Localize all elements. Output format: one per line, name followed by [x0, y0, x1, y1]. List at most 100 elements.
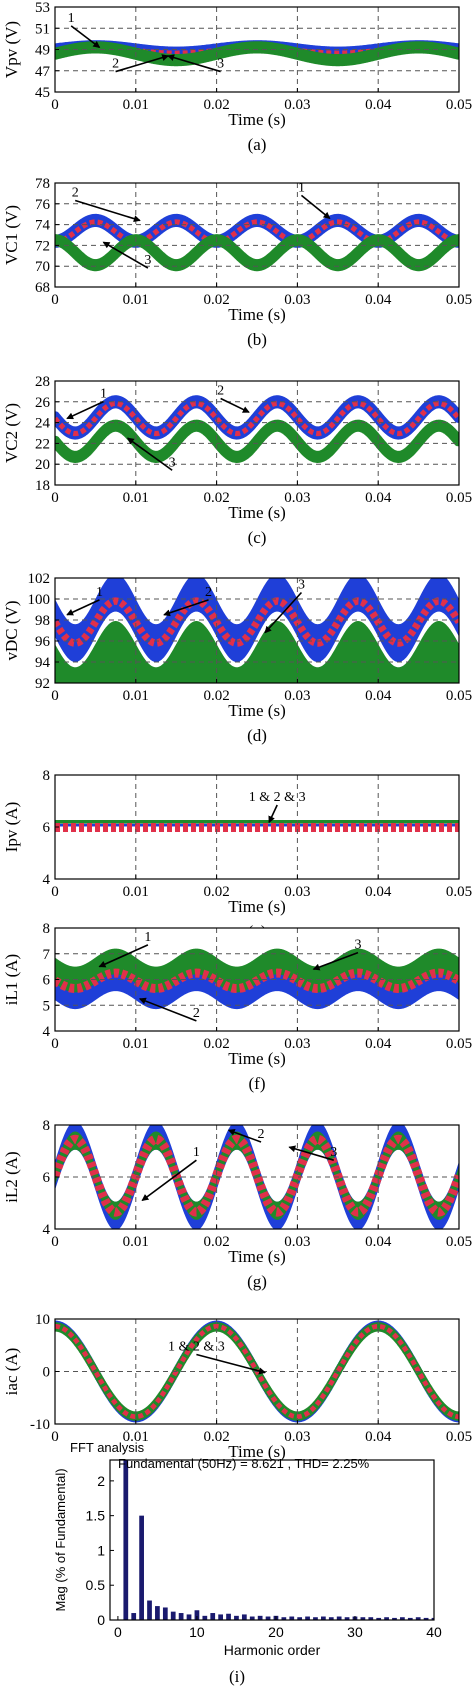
annotation-label: 1: [96, 585, 103, 600]
x-tick-label: 0.04: [365, 97, 392, 113]
y-tick-label: 8: [43, 768, 51, 784]
panel-caption: (b): [247, 330, 267, 349]
harmonic-bar: [178, 1613, 184, 1620]
annotation-label: 2: [205, 585, 212, 600]
x-tick-label: 0.01: [123, 884, 149, 900]
harmonic-bar: [407, 1617, 413, 1620]
harmonic-bar: [415, 1617, 421, 1620]
annotation-arrow: [227, 1128, 262, 1143]
annotation-arrow: [167, 54, 221, 73]
harmonic-bar: [241, 1614, 247, 1620]
harmonic-bar: [265, 1616, 271, 1620]
y-tick-label: 49: [35, 43, 50, 59]
series-line-2: [55, 968, 459, 994]
x-tick-label: 0.02: [203, 1429, 229, 1445]
y-tick-label: 20: [35, 457, 50, 473]
x-tick-label: 0.03: [284, 1234, 310, 1250]
x-tick-label: 0: [51, 1036, 59, 1052]
x-tick-label: 0.02: [203, 1234, 229, 1250]
annotation-label: 3: [355, 938, 362, 953]
annotation-label: 2: [193, 1006, 200, 1021]
series-line-2: [55, 41, 459, 67]
plot-data-layer: [55, 948, 459, 1010]
x-tick-label: 0: [51, 97, 59, 113]
harmonic-bar: [376, 1617, 382, 1620]
chart-panel-h: 1 & 2 & 30 0.01 0.02 0.03 0.04 0.05-10010Time…: [2, 1312, 472, 1486]
x-axis-label: Harmonic order: [224, 1642, 321, 1658]
y-tick-label: 18: [35, 478, 50, 494]
x-tick-label: 20: [268, 1624, 284, 1640]
annotation-label: 3: [298, 578, 305, 593]
x-tick-label: 0.04: [365, 1036, 392, 1052]
chart-panel-f: 1 3 2 0 0.01 0.02 0.03 0.04 0.05 4 5 6 7 8 Time (s) iL1…: [2, 921, 472, 1093]
series-line-2: [55, 597, 459, 647]
annotation-label: 1: [100, 387, 107, 402]
annotation-arrow: [196, 1353, 267, 1375]
panel-caption: (d): [247, 726, 267, 745]
grid-lines: [55, 183, 459, 287]
harmonic-bar: [170, 1611, 176, 1620]
y-tick-label: 8: [43, 921, 51, 937]
plot-frame: [54, 577, 460, 684]
x-tick-label: 0.02: [203, 490, 229, 506]
harmonic-bar: [249, 1616, 255, 1620]
x-tick-label: 0.03: [284, 490, 310, 506]
annotation-arrow: [141, 1159, 197, 1202]
annotation-arrow: [312, 951, 359, 971]
harmonic-bar: [210, 1613, 216, 1620]
x-axis-label: Time (s): [228, 897, 285, 916]
plot-data-layer: [55, 213, 459, 272]
annotation-arrow: [115, 54, 170, 73]
x-axis-label: Time (s): [228, 1442, 285, 1461]
harmonic-bar: [368, 1617, 374, 1620]
harmonic-bar: [400, 1617, 405, 1620]
y-axis-label: iL2 (A): [2, 1151, 21, 1202]
harmonic-bar: [305, 1616, 310, 1620]
x-tick-label: 0: [114, 1624, 122, 1640]
annotation-arrow: [66, 599, 100, 616]
annotation-label: 1 & 2 & 3: [168, 1340, 225, 1355]
harmonic-bar: [155, 1606, 160, 1620]
annotation-label: 3: [144, 253, 151, 268]
x-tick-label: 0.02: [203, 97, 229, 113]
harmonic-bar: [423, 1617, 429, 1620]
series-line-2: [55, 1134, 459, 1217]
y-tick-label: 45: [35, 85, 50, 101]
annotation-arrow: [70, 25, 101, 49]
x-tick-label: 0.05: [446, 688, 472, 704]
x-tick-label: 0.02: [203, 1036, 229, 1052]
x-tick-label: 10: [189, 1624, 205, 1640]
annotation-label: 2: [217, 384, 224, 399]
fundamental-note: Fundamental (50Hz) = 8.621 , THD= 2.25%: [118, 1456, 370, 1471]
harmonic-bar: [147, 1600, 152, 1620]
bars: [123, 1460, 434, 1620]
y-tick-label: 94: [35, 655, 51, 671]
harmonic-bar: [234, 1615, 239, 1620]
x-tick-label: 0.05: [446, 1036, 472, 1052]
y-axis-label: Vpv (V): [2, 21, 21, 78]
fft-tag: FFT analysis: [70, 1440, 145, 1455]
x-tick-label: 0.05: [446, 1429, 472, 1445]
y-tick-label: 76: [35, 197, 51, 213]
annotation-label: 3: [217, 57, 224, 72]
harmonic-bar: [226, 1613, 231, 1620]
annotation-label: 1: [298, 180, 305, 195]
x-tick-label: 0.01: [123, 490, 149, 506]
plot-data-layer: [55, 819, 459, 833]
y-tick-label: 4: [43, 1024, 51, 1040]
chart-panel-a: 1 2 3 0 0.01 0.02 0.03 0.04 0.05 45 47 49 51 53 Time (…: [2, 0, 472, 154]
series-band-1: [55, 1131, 459, 1220]
grid-lines: [55, 7, 459, 92]
x-tick-label: 0.05: [446, 292, 472, 308]
y-tick-label: 72: [35, 238, 50, 254]
series-line-1: [55, 400, 459, 437]
y-tick-label: 47: [35, 64, 51, 80]
y-tick-label: 0.5: [86, 1577, 106, 1593]
annotation-arrow: [102, 241, 149, 269]
harmonic-bar: [384, 1617, 389, 1620]
harmonic-bar: [257, 1615, 263, 1620]
grid-lines: [55, 1125, 459, 1229]
x-tick-label: 0: [51, 1429, 59, 1445]
series-band-1: [55, 948, 459, 993]
